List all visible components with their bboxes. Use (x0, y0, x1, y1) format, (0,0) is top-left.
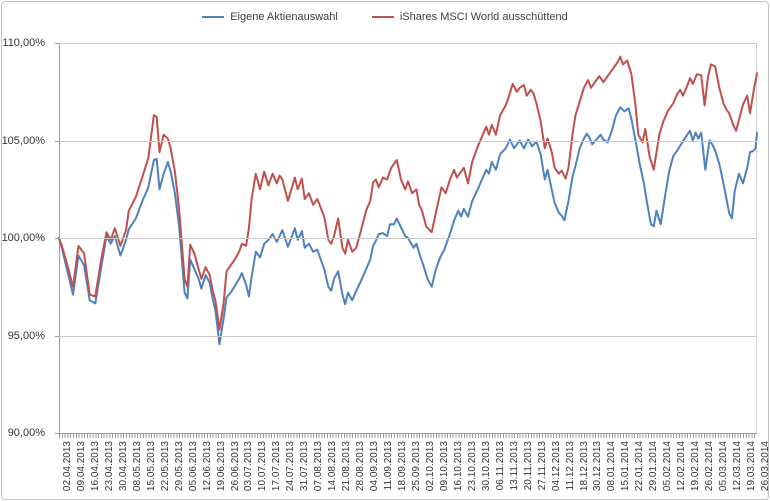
x-axis-tick-label: 09.10.2013 (438, 441, 450, 492)
x-axis-tick-label: 23.10.2013 (466, 441, 478, 492)
x-axis-tick-label: 18.09.2013 (397, 441, 409, 492)
x-axis-tick-label: 12.06.2013 (201, 441, 213, 492)
x-axis-tick-label: 07.08.2013 (313, 441, 325, 492)
y-axis-tick-label: 105,00% (1, 135, 45, 147)
x-axis-line (59, 433, 757, 434)
x-axis-tick-label: 19.02.2014 (690, 441, 702, 492)
gridline-105 (59, 141, 757, 142)
y-axis-tick (55, 141, 59, 142)
y-axis-tick (55, 238, 59, 239)
x-axis-tick-label: 18.12.2013 (578, 441, 590, 492)
x-axis-tick-label: 05.06.2013 (187, 441, 199, 492)
x-axis-tick-label: 29.01.2014 (648, 441, 660, 492)
x-axis-tick-label: 14.08.2013 (327, 441, 339, 492)
x-axis-tick-label: 15.01.2014 (620, 441, 632, 492)
gridline-95 (59, 336, 757, 337)
x-axis-tick-label: 08.01.2014 (606, 441, 618, 492)
series-line-ishares-msci-world-aussch-ttend (58, 55, 758, 331)
x-axis-tick-label: 24.07.2013 (285, 441, 297, 492)
x-axis-tick-label: 30.04.2013 (117, 441, 129, 492)
y-axis-tick-label: 100,00% (1, 232, 45, 244)
x-axis-tick-label: 26.03.2014 (760, 441, 769, 492)
x-axis-tick-label: 30.12.2013 (592, 441, 604, 492)
gridline-100 (59, 238, 757, 239)
x-axis-tick-label: 19.03.2014 (746, 441, 758, 492)
x-axis-minor-ticks (59, 434, 757, 438)
x-axis-tick-label: 13.11.2013 (508, 441, 520, 491)
x-axis-tick-label: 03.07.2013 (243, 441, 255, 492)
x-axis-tick-label: 12.02.2014 (676, 441, 688, 492)
x-axis-tick-label: 21.08.2013 (341, 441, 353, 492)
x-axis-tick-label: 30.10.2013 (480, 441, 492, 492)
legend-label: iShares MSCI World ausschüttend (399, 11, 568, 23)
chart-legend: Eigene Aktienauswahl iShares MSCI World … (2, 11, 768, 23)
y-axis-tick (55, 43, 59, 44)
x-axis-tick-label: 20.11.2013 (522, 441, 534, 491)
x-axis-tick-label: 06.11.2013 (494, 441, 506, 491)
x-axis-tick-label: 15.05.2013 (145, 441, 157, 492)
plot-area: 110,00% 105,00% 100,00% 95,00% 90,00% 02.04.2… (2, 38, 768, 492)
x-axis-tick-label: 04.09.2013 (369, 441, 381, 492)
x-axis-tick-label: 11.12.2013 (564, 441, 576, 491)
x-axis-tick-label: 19.06.2013 (215, 441, 227, 492)
x-axis-tick-label: 09.04.2013 (75, 441, 87, 492)
x-axis-tick-label: 05.03.2014 (718, 441, 730, 492)
x-axis-tick-label: 02.10.2013 (424, 441, 436, 492)
x-axis-tick-label: 05.02.2014 (662, 441, 674, 492)
x-axis-tick-label: 11.09.2013 (383, 441, 395, 491)
series-line-eigene-aktienauswahl (58, 106, 758, 346)
x-axis-tick-label: 17.07.2013 (271, 441, 283, 492)
y-axis-tick-label: 110,00% (2, 37, 45, 49)
x-axis-tick-label: 22.05.2013 (159, 441, 171, 492)
y-axis-tick-label: 90,00% (7, 427, 45, 439)
series-plot (58, 55, 758, 346)
x-axis-tick-label: 28.08.2013 (355, 441, 367, 492)
x-axis-tick-label: 26.06.2013 (229, 441, 241, 492)
y-axis-tick (55, 336, 59, 337)
legend-item-ishares-msci-world: iShares MSCI World ausschüttend (371, 11, 568, 23)
x-axis-tick-label: 08.05.2013 (131, 441, 143, 492)
x-axis-tick-label: 25.09.2013 (411, 441, 422, 492)
gridline-110 (59, 43, 757, 44)
x-axis-tick-label: 27.11.2013 (536, 441, 548, 491)
x-axis-tick-label: 26.02.2014 (704, 441, 716, 492)
x-axis-tick-label: 29.05.2013 (173, 441, 185, 492)
x-axis-tick-label: 10.07.2013 (257, 441, 269, 492)
x-axis-tick-label: 12.03.2014 (732, 441, 744, 492)
legend-item-eigene-aktienauswahl: Eigene Aktienauswahl (202, 11, 338, 23)
legend-line-swatch-blue (202, 16, 225, 18)
x-axis-tick-label: 16.04.2013 (89, 441, 101, 492)
legend-line-swatch-red (371, 16, 394, 18)
x-axis-tick-label: 23.04.2013 (103, 441, 115, 492)
legend-label: Eigene Aktienauswahl (230, 11, 338, 23)
x-axis-tick-label: 31.07.2013 (299, 441, 311, 492)
x-axis-tick-label: 16.10.2013 (452, 441, 464, 492)
y-axis-tick (55, 433, 59, 434)
x-axis-tick-label: 04.12.2013 (550, 441, 562, 492)
x-axis-tick-label: 22.01.2014 (634, 441, 646, 492)
x-axis-tick-label: 02.04.2013 (62, 441, 73, 492)
y-axis-tick-label: 95,00% (7, 330, 45, 342)
